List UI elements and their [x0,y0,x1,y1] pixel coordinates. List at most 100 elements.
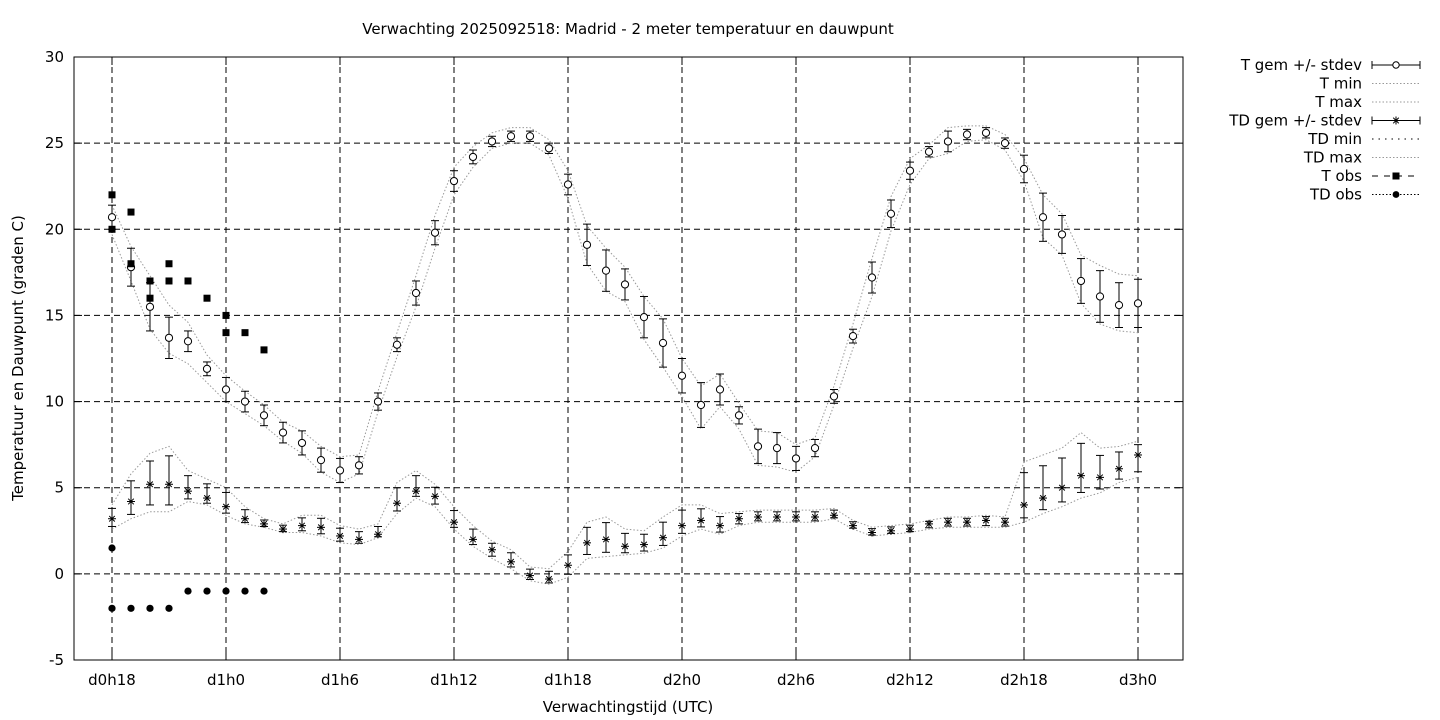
td-gem-point [830,511,838,520]
x-tick-label: d2h12 [886,671,934,689]
td-gem-point [526,571,534,580]
td-gem-point [1039,494,1047,503]
t-obs-point [222,329,230,337]
t-gem-point [297,438,307,448]
td-gem-point [849,521,857,530]
x-tick-label: d1h0 [207,671,245,689]
td-star-stroke [545,575,553,583]
td-gem-point [1058,483,1066,492]
td-gem-point [203,494,211,503]
t-gem-point [107,213,117,222]
td-gem-point [1134,450,1142,459]
td-star-stroke [431,493,439,500]
td-star-stroke [697,517,705,524]
td-star-stroke [317,524,325,531]
td-gem-point [1077,471,1085,480]
td-star-stroke [773,513,781,521]
td-star-stroke [298,522,306,529]
td-star-stroke [222,503,230,510]
td-gem-point [317,523,325,532]
td-gem-point [754,513,762,522]
t-gem-point [1114,300,1124,310]
t-gem-point [1095,292,1105,301]
td-gem-point [906,525,914,534]
td-star-stroke [1001,519,1009,526]
td-obs-point [127,604,135,612]
t-gem-point [506,132,516,141]
t-gem-point [430,228,440,237]
t-gem-point [867,273,877,282]
td-obs-point [222,587,230,595]
t-gem-point [1133,299,1143,308]
td-star-stroke [412,488,420,495]
legend-label: TD obs [1309,186,1362,204]
td-star-stroke [260,520,268,528]
td-star-stroke [849,522,857,529]
t-obs-point [241,329,249,337]
td-gem-point [1001,518,1009,527]
td-gem-point [507,557,515,566]
td-gem-point [127,497,135,506]
td-star-stroke [1134,451,1142,459]
chart-title: Verwachting 2025092518: Madrid - 2 meter… [362,20,894,38]
td-star-stroke [1115,465,1123,472]
td-star-stroke [355,536,363,543]
td-gem-point [222,502,230,511]
td-star-stroke [184,488,192,495]
td-obs-point [260,587,268,595]
t-gem-point [335,466,345,475]
td-star-stroke [735,515,743,522]
legend-symbol [1371,61,1421,69]
y-tick-label: 10 [45,393,64,411]
t-gem-point [601,266,611,275]
td-gem-point [583,538,591,547]
td-gem-point [602,535,610,544]
td-star-stroke [165,481,173,488]
td-gem-point [469,535,477,544]
td-obs-point [108,544,116,552]
y-tick-label: 5 [54,479,64,497]
td-gem-point [982,516,990,525]
t-gem-point [582,240,592,249]
t-gem-point [354,461,364,470]
legend-symbol [1372,191,1420,198]
axis-ticks: -5 0 5 10 15 20 25 30 d0h18 d1h0 d1h6 d1h12 d1h18 d2h… [45,48,1183,689]
t-obs-point [108,225,116,233]
td-gem-point [640,540,648,549]
td-gem-point [716,521,724,530]
plot-frame [73,56,1184,661]
legend-label: TD max [1303,149,1362,167]
t-gem-point [183,337,193,346]
x-tick-label: d1h18 [544,671,592,689]
t-gem-point [221,385,231,394]
t-gem-point [544,144,554,153]
legend-symbol [1372,172,1420,180]
td-star-stroke [830,512,838,519]
t-gem-point [905,166,915,175]
t-gem-point [734,411,744,420]
x-tick-label: d2h6 [777,671,815,689]
td-star-stroke [621,543,629,550]
td-star-stroke [279,525,287,533]
td-obs-point [184,587,192,595]
td-gem-point [241,514,249,523]
t-obs-point [260,346,268,354]
t-obs-point [127,260,135,268]
td-star-stroke [336,532,344,540]
t-gem-point [639,313,649,322]
t-gem-point [240,397,250,406]
t-obs-point [222,311,230,319]
td-gem-point [336,531,344,540]
td-gem-point [260,519,268,528]
x-tick-label: d1h6 [321,671,359,689]
td-gem-point [412,487,420,496]
td-star-stroke [583,539,591,546]
t-gem-point [715,385,725,394]
y-tick-label: 20 [45,220,64,238]
t-gem-point [810,443,820,453]
td-gem-point [298,521,306,530]
t-gem-point [316,456,326,465]
y-tick-label: 30 [45,48,64,66]
t-gem-point [981,128,991,137]
series-td-min-line [111,476,1139,585]
